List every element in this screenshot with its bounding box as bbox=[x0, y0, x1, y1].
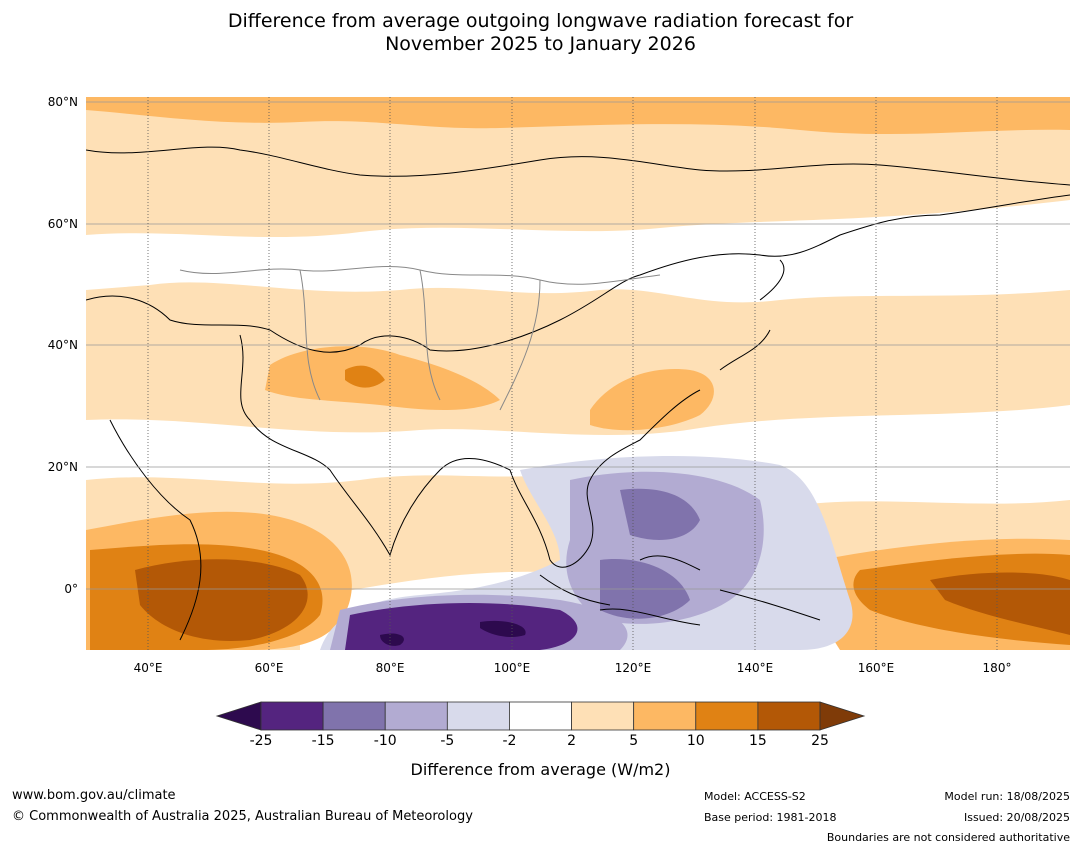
colorbar-cell bbox=[322, 701, 386, 731]
colorbar-extend-high bbox=[819, 701, 866, 731]
lon-label-180: 180° bbox=[982, 661, 1012, 675]
field-eastchina-orange bbox=[590, 369, 714, 431]
colorbar-tick-label: 25 bbox=[811, 733, 829, 749]
colorbar-cell bbox=[633, 701, 697, 731]
field-tibet-dark bbox=[345, 365, 385, 388]
lat-label-20n: 20°N bbox=[47, 460, 78, 474]
colorbar-tick-label: 15 bbox=[748, 733, 767, 749]
lat-label-0: 0° bbox=[64, 582, 78, 596]
map-fields bbox=[86, 97, 1070, 650]
field-white-midlat bbox=[86, 200, 1070, 303]
lat-label-80n: 80°N bbox=[47, 95, 78, 109]
lat-label-40n: 40°N bbox=[47, 338, 78, 352]
field-purple-dark-a bbox=[620, 488, 700, 540]
field-pacific-dark bbox=[930, 572, 1070, 635]
lon-label-40e: 40°E bbox=[133, 661, 163, 675]
footer-disclaimer: Boundaries are not considered authoritat… bbox=[826, 831, 1070, 844]
lon-label-160e: 160°E bbox=[857, 661, 895, 675]
lon-label-60e: 60°E bbox=[254, 661, 284, 675]
colorbar-tick-label: -15 bbox=[311, 733, 335, 749]
country-borders bbox=[179, 265, 661, 411]
lon-label-120e: 120°E bbox=[614, 661, 652, 675]
colorbar-cell bbox=[260, 701, 324, 731]
field-white-tropics bbox=[86, 405, 1070, 507]
title-line-1: Difference from average outgoing longwav… bbox=[227, 10, 854, 32]
gridlines bbox=[86, 97, 1070, 650]
footer-issued: Issued: 20/08/2025 bbox=[963, 811, 1070, 824]
colorbar-extend-low bbox=[215, 701, 262, 731]
colorbar-cell bbox=[384, 701, 448, 731]
field-purple-deep bbox=[345, 603, 578, 650]
colorbar-cell bbox=[695, 701, 759, 731]
parallels bbox=[86, 101, 1070, 590]
colorbar-tick-label: -10 bbox=[373, 733, 397, 749]
colorbar-tick-label: -25 bbox=[249, 733, 273, 749]
colorbar-cell bbox=[446, 701, 510, 731]
field-purple-darkest-b bbox=[480, 620, 526, 638]
lon-label-80e: 80°E bbox=[375, 661, 405, 675]
colorbar-tick-label: 2 bbox=[567, 733, 576, 749]
lat-label-60n: 60°N bbox=[47, 217, 78, 231]
footer-model: Model: ACCESS-S2 bbox=[704, 790, 806, 803]
field-arctic-orange bbox=[86, 97, 1070, 135]
colorbar-tick-label: -2 bbox=[502, 733, 517, 749]
meridians bbox=[147, 97, 998, 650]
lon-label-100e: 100°E bbox=[493, 661, 531, 675]
footer-base-period: Base period: 1981-2018 bbox=[704, 811, 837, 824]
colorbar-label: Difference from average (W/m2) bbox=[410, 760, 671, 779]
olr-anomaly-map bbox=[86, 97, 1070, 650]
field-africa-dark bbox=[135, 559, 308, 641]
lon-label-140e: 140°E bbox=[736, 661, 774, 675]
colorbar-cell bbox=[509, 701, 572, 731]
footer-copyright: © Commonwealth of Australia 2025, Austra… bbox=[12, 809, 473, 824]
colorbar-tick-label: 5 bbox=[629, 733, 639, 749]
colorbar-tick-label: -5 bbox=[440, 733, 455, 749]
title-line-2: November 2025 to January 2026 bbox=[385, 33, 696, 55]
colorbar-cell bbox=[571, 701, 635, 731]
colorbar-cell bbox=[757, 701, 821, 731]
colorbar-tick-label: 10 bbox=[686, 733, 705, 749]
map-title: Difference from average outgoing longwav… bbox=[0, 10, 1081, 56]
colorbar-cells bbox=[260, 701, 821, 731]
footer-model-run: Model run: 18/08/2025 bbox=[944, 790, 1070, 803]
field-purple-darkest-a bbox=[380, 633, 404, 646]
coastlines bbox=[86, 146, 1070, 641]
footer-url[interactable]: www.bom.gov.au/climate bbox=[12, 788, 176, 803]
